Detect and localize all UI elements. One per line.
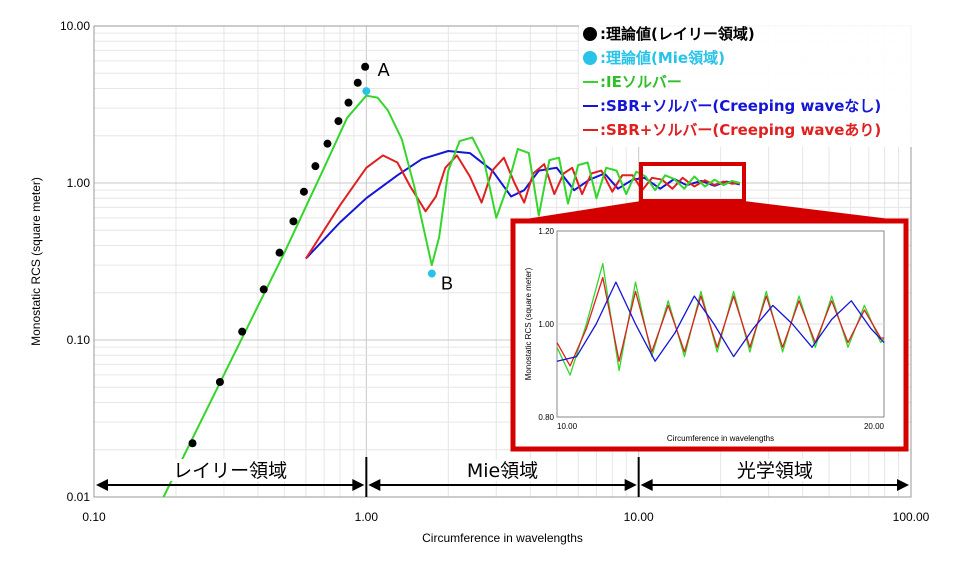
- legend-entry: :SBR+ソルバー(Creeping waveあり): [600, 121, 881, 139]
- zoom-connector: [513, 201, 906, 221]
- inset-x-tick-label: 20.00: [864, 422, 885, 431]
- legend-marker: [583, 51, 597, 65]
- inset-series-line: [556, 276, 884, 367]
- x-tick-label: 10.00: [624, 510, 654, 524]
- legend-background: [579, 19, 925, 147]
- region-label-bg: [168, 459, 293, 481]
- inset-y-axis-label: Monostatic RCS (square meter): [524, 267, 533, 380]
- data-point: [188, 439, 197, 448]
- series-line: [305, 154, 740, 260]
- inset-series-line: [556, 281, 885, 362]
- zoom-callout: [513, 162, 906, 221]
- legend: :理論値(レイリー領域) :理論値(Mie領域) :IEソルバー :SBR+ソルバー(…: [579, 19, 925, 147]
- legend-marker: [583, 27, 597, 41]
- legend-entry: :SBR+ソルバー(Creeping waveなし): [600, 97, 881, 115]
- inset-x-tick-label: 10.00: [557, 422, 578, 431]
- data-point: [353, 78, 362, 87]
- data-point: [362, 87, 371, 96]
- y-tick-label: 0.01: [67, 490, 91, 504]
- annotations: AB: [378, 60, 453, 293]
- data-point: [299, 187, 308, 196]
- region-label: レイリー領域: [173, 460, 287, 482]
- region-arrow-head: [897, 479, 909, 491]
- region-arrow-head: [640, 479, 653, 491]
- y-tick-label: 1.00: [67, 176, 91, 190]
- y-tick-label: 10.00: [60, 19, 90, 33]
- data-point: [259, 285, 268, 294]
- region-arrow-head: [368, 479, 381, 491]
- inset-chart: 0.80 1.00 1.20 10.00 20.00 Circumference in w…: [510, 218, 909, 452]
- inset-y-tick-label: 0.80: [538, 413, 554, 422]
- y-axis-label: Monostatic RCS (square meter): [29, 177, 43, 346]
- data-point: [275, 248, 284, 257]
- zoom-box: [639, 162, 746, 203]
- data-point: [215, 378, 224, 387]
- region-label: 光学領域: [737, 460, 813, 482]
- region-arrow-head: [624, 479, 637, 491]
- region-label-bg: [731, 459, 818, 481]
- x-axis-label: Circumference in wavelengths: [422, 531, 583, 545]
- data-point: [334, 117, 343, 126]
- series-line: [162, 94, 740, 498]
- inset-y-tick-label: 1.00: [538, 320, 554, 329]
- ticks: 0.10 1.00 10.00 100.00 0.01 0.10 1.00 10.00: [60, 19, 930, 524]
- data-point: [311, 162, 320, 171]
- region-label-bg: [450, 459, 555, 481]
- point-annotation: B: [441, 273, 453, 293]
- y-tick-label: 0.10: [67, 333, 91, 347]
- x-tick-label: 1.00: [355, 510, 379, 524]
- data-point: [289, 217, 298, 226]
- point-annotation: A: [378, 60, 390, 80]
- regions: レイリー領域 Mie領域 光学領域: [96, 457, 909, 497]
- region-arrow-head: [352, 479, 365, 491]
- legend-entry: :理論値(Mie領域): [600, 49, 725, 67]
- region-arrow-head: [96, 479, 108, 491]
- inset-x-axis-label: Circumference in wavelengths: [667, 434, 774, 443]
- data-point: [323, 139, 332, 148]
- x-tick-label: 100.00: [893, 510, 930, 524]
- x-tick-label: 0.10: [82, 510, 106, 524]
- data-point: [344, 98, 353, 107]
- legend-entry: :理論値(レイリー領域): [600, 25, 755, 43]
- data-point: [238, 327, 247, 336]
- series-layer: [162, 62, 740, 498]
- data-point: [361, 62, 370, 71]
- data-point: [427, 269, 436, 278]
- inset-y-tick-label: 1.20: [538, 227, 554, 236]
- region-label: Mie領域: [467, 460, 538, 482]
- plot-frame: [93, 25, 912, 498]
- legend-entry: :IEソルバー: [600, 73, 682, 91]
